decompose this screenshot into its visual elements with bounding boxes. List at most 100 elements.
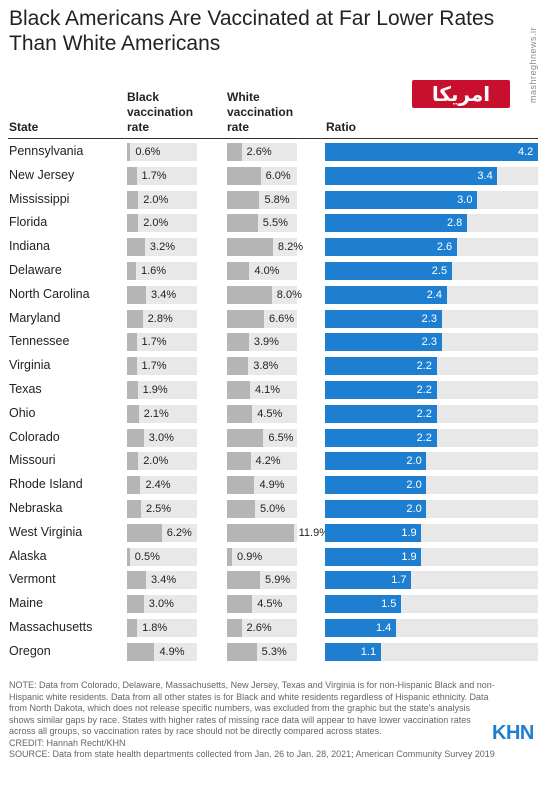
white-rate-cell: 5.3% (227, 642, 297, 661)
table-row: Delaware 1.6% 4.0% 2.5 (0, 259, 546, 283)
ratio-cell: 2.0 (325, 452, 538, 471)
black-rate-cell: 6.2% (127, 523, 197, 542)
ratio-bar (325, 428, 437, 447)
white-rate-bar (227, 523, 294, 542)
state-label: Nebraska (9, 501, 63, 515)
table-row: Missouri 2.0% 4.2% 2.0 (0, 449, 546, 473)
ratio-bar (325, 214, 467, 233)
ratio-bar (325, 595, 402, 614)
black-rate-cell: 3.4% (127, 571, 197, 590)
black-rate-value: 2.0% (143, 217, 169, 230)
ratio-cell: 3.4 (325, 166, 538, 185)
ratio-value: 2.8 (447, 217, 463, 230)
white-rate-bar (227, 190, 260, 209)
black-rate-bar (127, 190, 139, 209)
table-row: Oregon 4.9% 5.3% 1.1 (0, 640, 546, 664)
ratio-cell: 2.6 (325, 238, 538, 257)
ratio-value: 2.6 (436, 241, 453, 254)
ratio-bar (325, 143, 538, 161)
white-rate-bar (227, 571, 261, 590)
table-row: Rhode Island 2.4% 4.9% 2.0 (0, 473, 546, 497)
state-label: Massachusetts (9, 620, 93, 634)
white-rate-bar (227, 285, 272, 304)
black-rate-cell: 2.8% (127, 309, 197, 328)
white-rate-value: 5.5% (262, 217, 288, 230)
table-row: Texas 1.9% 4.1% 2.2 (0, 378, 546, 402)
white-rate-cell: 5.8% (227, 190, 297, 209)
state-label: New Jersey (9, 167, 75, 182)
ratio-value: 3.4 (477, 169, 493, 182)
ratio-bar (325, 642, 381, 661)
ratio-cell: 2.3 (325, 309, 538, 328)
table-row: Tennessee 1.7% 3.9% 2.3 (0, 330, 546, 354)
table-row: Maine 3.0% 4.5% 1.5 (0, 592, 546, 616)
ratio-value: 2.0 (406, 479, 422, 492)
column-header-ratio: Ratio (326, 120, 356, 134)
white-rate-value: 11.9% (298, 526, 329, 539)
ratio-cell: 1.5 (325, 595, 538, 614)
ratio-value: 1.1 (360, 645, 377, 658)
ratio-value: 2.0 (406, 503, 422, 515)
white-rate-value: 2.6% (246, 622, 272, 634)
ratio-bar (325, 571, 412, 590)
ratio-value: 3.0 (457, 193, 473, 206)
black-rate-cell: 1.9% (127, 381, 197, 399)
white-rate-bar (227, 381, 250, 399)
black-rate-bar (127, 404, 139, 423)
ratio-value: 2.2 (416, 407, 432, 420)
white-rate-cell: 6.0% (227, 166, 297, 185)
white-rate-cell: 4.9% (227, 476, 297, 495)
white-rate-value: 8.2% (277, 241, 303, 254)
black-rate-bar (127, 476, 141, 495)
black-rate-cell: 1.7% (127, 166, 197, 185)
table-row: Maryland 2.8% 6.6% 2.3 (0, 307, 546, 331)
footnotes: NOTE: Data from Colorado, Delaware, Mass… (9, 680, 497, 761)
black-rate-cell: 2.4% (127, 476, 197, 495)
state-label: Tennessee (9, 334, 70, 349)
state-label: Oregon (9, 643, 51, 658)
white-rate-bar (227, 619, 242, 637)
white-rate-bar (227, 428, 264, 447)
state-label: Maryland (9, 310, 61, 325)
ratio-value: 2.3 (421, 312, 437, 325)
ratio-value: 1.7 (391, 574, 407, 587)
ratio-value: 2.2 (416, 384, 432, 396)
black-rate-bar (127, 143, 131, 161)
black-rate-value: 3.0% (148, 598, 174, 611)
ratio-value: 2.2 (416, 431, 432, 444)
state-label: Pennsylvania (9, 144, 84, 158)
state-label: Vermont (9, 572, 56, 587)
black-rate-cell: 2.1% (127, 404, 197, 423)
white-rate-value: 8.0% (276, 288, 302, 301)
black-rate-bar (127, 428, 144, 447)
white-rate-value: 4.5% (257, 598, 283, 611)
black-rate-cell: 3.0% (127, 595, 197, 614)
watermark-logo: امریکا (412, 80, 510, 108)
ratio-cell: 2.0 (325, 500, 538, 518)
ratio-cell: 2.2 (325, 404, 538, 423)
state-label: Ohio (9, 405, 36, 420)
black-rate-cell: 3.0% (127, 428, 197, 447)
black-rate-bar (127, 571, 147, 590)
ratio-value: 1.5 (381, 598, 397, 611)
state-label: Indiana (9, 239, 51, 254)
white-rate-bar (227, 476, 255, 495)
state-label: West Virginia (9, 524, 83, 539)
credit-text: CREDIT: Hannah Recht/KHN (9, 737, 126, 748)
table-row: Massachusetts 1.8% 2.6% 1.4 (0, 616, 546, 640)
black-rate-bar (127, 452, 139, 471)
state-label: Virginia (9, 358, 51, 373)
black-rate-cell: 2.0% (127, 452, 197, 471)
black-rate-cell: 1.6% (127, 262, 197, 280)
ratio-cell: 1.1 (325, 642, 538, 661)
ratio-value: 2.2 (416, 360, 432, 373)
state-label: Mississippi (9, 191, 70, 206)
white-rate-value: 0.9% (237, 550, 263, 563)
black-rate-cell: 3.4% (127, 285, 197, 304)
black-rate-cell: 0.6% (127, 143, 197, 161)
black-rate-value: 1.7% (141, 169, 167, 182)
black-rate-cell: 1.7% (127, 357, 197, 376)
black-rate-value: 2.0% (143, 193, 169, 206)
black-rate-cell: 2.0% (127, 214, 197, 233)
white-rate-bar (227, 238, 273, 257)
